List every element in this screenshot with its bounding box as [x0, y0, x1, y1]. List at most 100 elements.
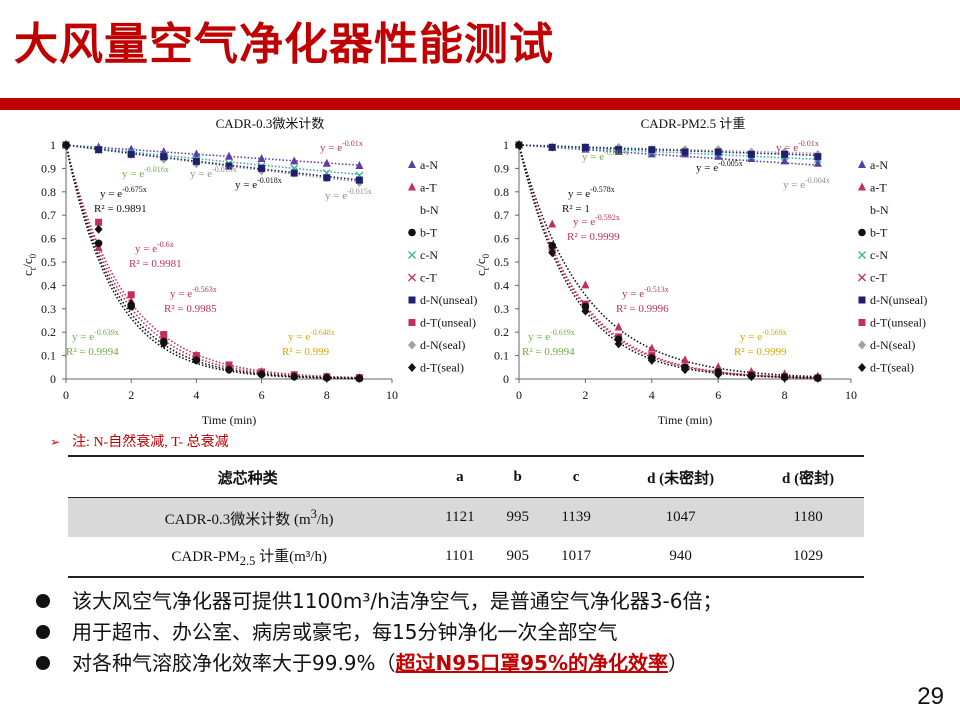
data-point: [681, 355, 689, 364]
x-tick-label: 0: [516, 388, 522, 402]
header-a: a: [427, 455, 493, 498]
data-point: [127, 299, 136, 309]
fit-equation: y = e-0.019x: [190, 165, 237, 180]
data-point: [257, 154, 266, 163]
fit-equation: y = e-0.513x: [622, 285, 669, 300]
data-point: [192, 352, 200, 360]
legend-item: b-T: [408, 226, 438, 240]
table-cell: 1047: [609, 497, 753, 537]
legend-label: c-N: [420, 248, 438, 262]
table-cell: 1017: [543, 537, 610, 578]
legend-item: c-T: [408, 271, 437, 285]
y-tick-label: 0.6: [494, 232, 509, 246]
fit-equation: y = e-0.018x: [235, 176, 282, 191]
y-tick-label: 0.2: [41, 325, 56, 339]
table-row: CADR-PM2.5 计重(m³/h) 1101 905 1017 940 10…: [68, 537, 864, 578]
data-point: [548, 241, 556, 250]
table-cell: 1139: [543, 497, 610, 537]
trend-line: [518, 144, 818, 379]
y-tick-label: 1: [503, 138, 509, 152]
fit-equation: y = e-0.639x: [72, 328, 119, 343]
y-axis-label: ct/c0: [20, 253, 38, 276]
legend-label: a-T: [870, 181, 887, 195]
table-cell: 1180: [752, 497, 864, 537]
chart-svg: CADR-PM2.5 计重 0 2 4 6 8 10 0 0.1 0.2 0.3 0.4 0.5 0.6 0…: [473, 116, 927, 427]
series-a-T: [62, 140, 364, 382]
table-cell: 995: [492, 497, 544, 537]
header-b: b: [492, 455, 544, 498]
legend-marker: [408, 319, 416, 326]
data-point: [258, 164, 266, 172]
legend-label: d-N(unseal): [870, 293, 927, 307]
data-point: [781, 150, 789, 158]
y-tick-label: 0.8: [41, 185, 56, 199]
data-point: [714, 148, 722, 156]
y-axis-label: ct/c0: [473, 253, 491, 276]
data-point: [648, 146, 656, 154]
note: ➢ 注: N-自然衰减, T- 总衰减: [50, 431, 229, 451]
legend-marker: [858, 319, 866, 326]
fit-equation: y = e-0.01x: [320, 139, 363, 154]
data-point: [257, 369, 266, 379]
legend-marker: [408, 273, 416, 282]
table-row: CADR-0.3微米计数 (m3/h) 1121 995 1139 1047 1…: [68, 497, 864, 537]
fit-equation: y = e-0.016x: [122, 165, 169, 180]
table-cell: 1101: [427, 537, 493, 578]
series-a-T: [515, 140, 822, 380]
data-point: [581, 306, 590, 316]
row-label: CADR-0.3微米计数 (m3/h): [68, 497, 428, 537]
legend-marker: [408, 182, 416, 191]
legend-label: d-T(unseal): [420, 316, 476, 330]
data-point: [192, 149, 201, 158]
legend-marker: [408, 228, 416, 237]
row-label-end: 计重(m³/h): [255, 548, 327, 565]
chart-cadr-03um: CADR-0.3微米计数 0 2 4 6 8 10 0 0.1 0.2 0.3 0.4 0.5 0.6 0.…: [20, 112, 490, 430]
legend-label: a-T: [420, 181, 437, 195]
x-tick-label: 6: [259, 388, 265, 402]
legend-marker: [858, 296, 866, 304]
fit-equation: y = e-0.6x: [135, 240, 174, 255]
data-point: [127, 150, 135, 158]
title-divider: [0, 98, 960, 110]
trend-line: [65, 144, 360, 176]
data-point: [714, 362, 723, 371]
data-point: [747, 150, 755, 158]
data-point: [614, 322, 623, 331]
data-point: [515, 140, 523, 150]
trend-line: [65, 144, 360, 181]
fit-r2: R² = 0.9999: [734, 346, 787, 358]
x-axis-label: Time (min): [658, 413, 713, 427]
y-tick-label: 0.7: [41, 208, 56, 222]
bullet-dot-icon: [36, 624, 50, 639]
y-tick-label: 0.3: [494, 302, 509, 316]
data-point: [94, 224, 103, 234]
data-point: [747, 154, 756, 163]
trend-line: [518, 144, 818, 157]
table-cell: 905: [492, 537, 544, 578]
fit-r2: R² = 0.999: [282, 346, 330, 358]
data-point: [95, 218, 103, 226]
row-label: CADR-PM2.5 计重(m³/h): [68, 537, 428, 578]
data-point: [355, 176, 363, 184]
row-label-main: CADR-PM: [171, 548, 240, 565]
legend-marker: [408, 160, 416, 168]
y-tick-label: 0: [50, 372, 56, 386]
data-point: [780, 373, 789, 383]
trend-line: [518, 144, 818, 378]
legend-item: a-T: [858, 181, 887, 195]
data-point: [290, 372, 299, 382]
y-tick-label: 0.9: [494, 161, 509, 175]
trend-line: [65, 144, 360, 379]
fit-r2: R² = 0.9996: [616, 303, 669, 315]
legend-label: b-N: [870, 203, 889, 217]
note-text: 注: N-自然衰减, T- 总衰减: [72, 435, 229, 450]
data-point: [225, 361, 233, 369]
fit-r2: R² = 0.9999: [567, 231, 620, 243]
legend-item: c-N: [408, 248, 438, 262]
data-point: [160, 331, 168, 339]
legend-item: d-N(unseal): [858, 293, 927, 307]
legend-item: d-T(unseal): [408, 316, 476, 330]
bullet-text: 用于超市、办公室、病房或豪宅，每15分钟净化一次全部空气: [72, 620, 618, 644]
bullet-text: 该大风空气净化器可提供1100m³/h洁净空气，是普通空气净化器3-6倍；: [72, 589, 723, 613]
y-tick-label: 0.3: [41, 302, 56, 316]
